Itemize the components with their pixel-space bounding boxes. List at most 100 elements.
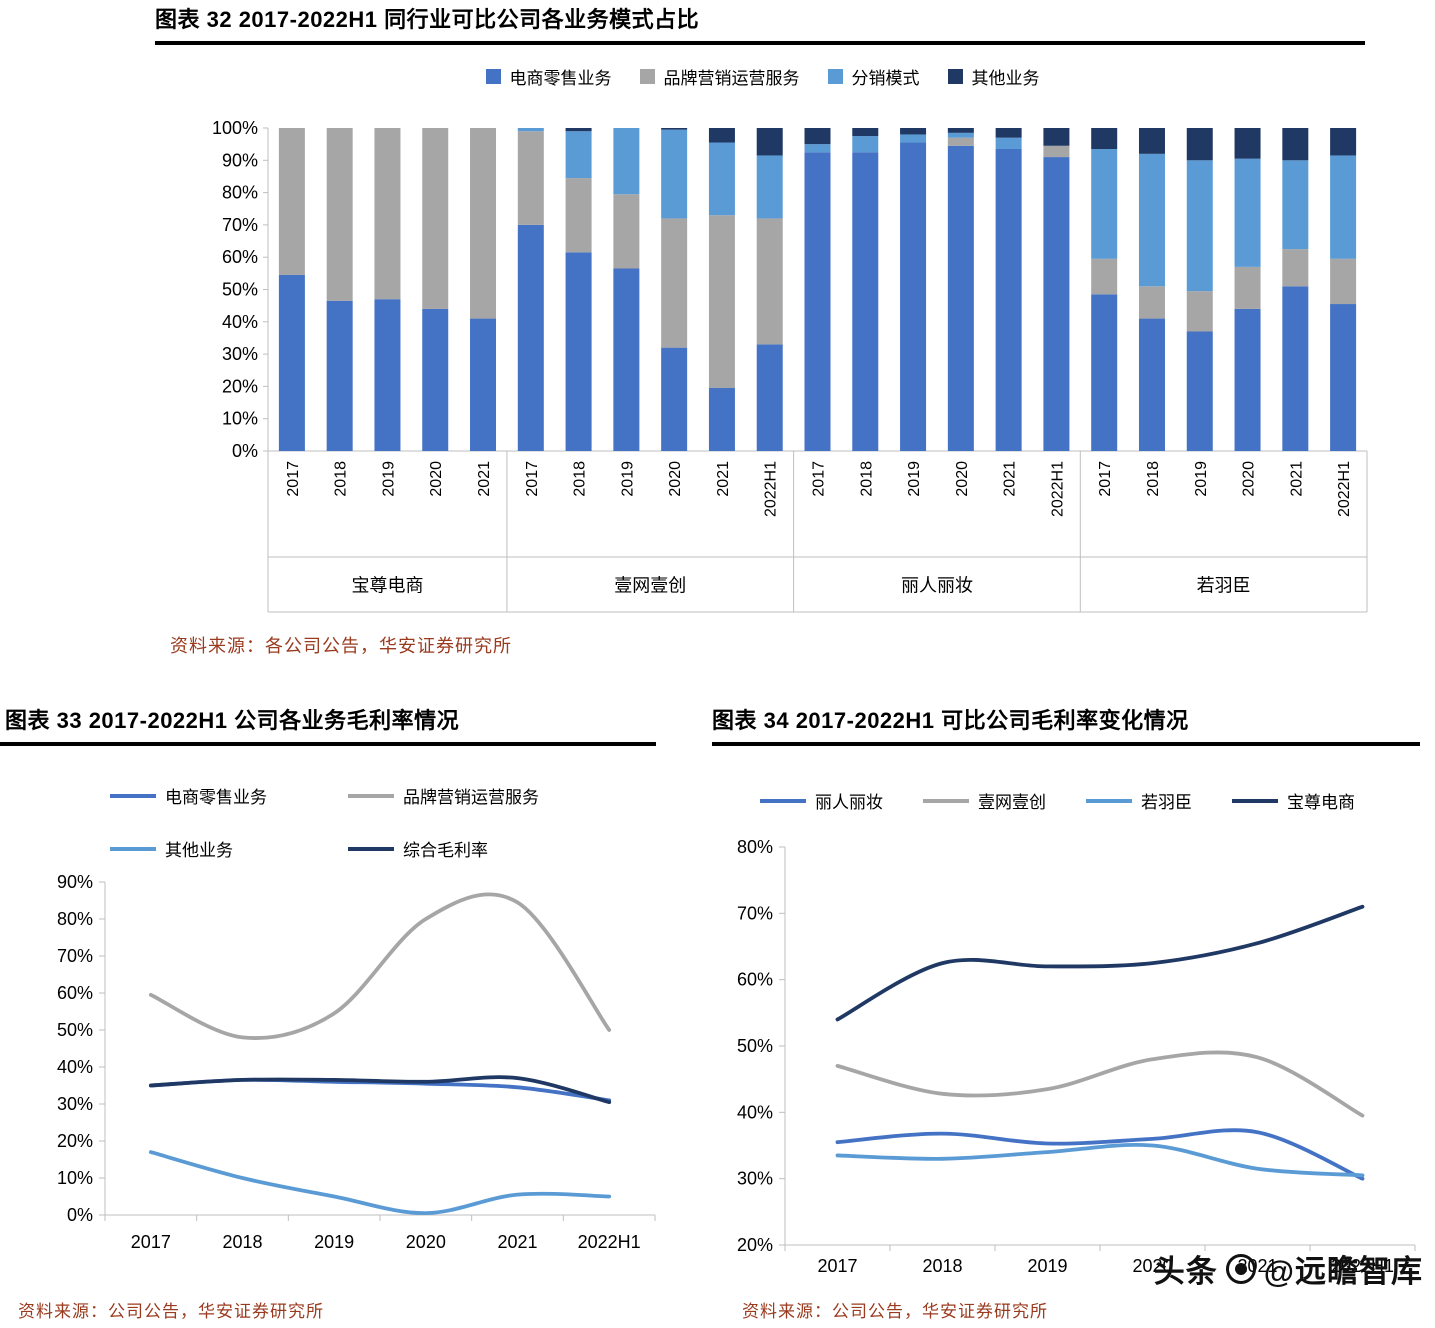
svg-text:2017: 2017: [817, 1256, 857, 1276]
svg-text:10%: 10%: [57, 1168, 93, 1188]
svg-text:80%: 80%: [57, 909, 93, 929]
legend-label: 壹网壹创: [978, 793, 1046, 812]
svg-text:2019: 2019: [619, 461, 636, 497]
svg-text:2019: 2019: [906, 461, 923, 497]
svg-text:30%: 30%: [737, 1169, 773, 1189]
svg-text:70%: 70%: [57, 946, 93, 966]
fig34-source: 资料来源：公司公告，华安证券研究所: [742, 1302, 1048, 1321]
svg-text:70%: 70%: [222, 215, 258, 235]
line-chart-margins: 0% 10% 20% 30% 40% 50% 60% 70% 80% 90% 2017 2018 201…: [57, 872, 656, 1252]
svg-text:80%: 80%: [222, 183, 258, 203]
svg-text:20%: 20%: [222, 376, 258, 396]
legend-item: 品牌营销运营服务: [348, 783, 608, 808]
legend-line-swatch: [110, 793, 156, 798]
legend-label: 宝尊电商: [1287, 793, 1355, 812]
svg-text:30%: 30%: [57, 1094, 93, 1114]
svg-text:2017: 2017: [131, 1232, 171, 1252]
svg-text:2019: 2019: [1027, 1256, 1067, 1276]
stacked-bar-chart: 0% 10% 20% 30% 40% 50% 60% 70% 80% 90% 100% 2017 201…: [212, 118, 1368, 613]
svg-text:70%: 70%: [737, 903, 773, 923]
svg-text:2021: 2021: [715, 461, 732, 497]
svg-text:2018: 2018: [333, 461, 350, 497]
fig32-title: 图表 32 2017-2022H1 同行业可比公司各业务模式占比: [155, 2, 1365, 45]
svg-text:2018: 2018: [222, 1232, 262, 1252]
svg-text:2021: 2021: [497, 1232, 537, 1252]
svg-text:40%: 40%: [737, 1102, 773, 1122]
watermark: 头条 @远瞻智库: [1154, 1246, 1423, 1291]
svg-text:2018: 2018: [1145, 461, 1162, 497]
legend-item: 丽人丽妆: [760, 788, 883, 813]
watermark-handle: @远瞻智库: [1263, 1254, 1423, 1289]
svg-text:80%: 80%: [737, 837, 773, 857]
svg-text:2018: 2018: [922, 1256, 962, 1276]
legend-swatch: [485, 69, 501, 84]
legend-line-swatch: [1232, 798, 1278, 803]
svg-text:50%: 50%: [222, 280, 258, 300]
svg-text:2021: 2021: [476, 461, 493, 497]
svg-text:若羽臣: 若羽臣: [1197, 576, 1251, 596]
fig32-legend: 电商零售业务 品牌营销运营服务 分销模式 其他业务: [155, 64, 1370, 89]
legend-item: 分销模式: [827, 64, 920, 89]
legend-swatch: [827, 69, 843, 84]
legend-item: 若羽臣: [1086, 788, 1192, 813]
fig34-legend: 丽人丽妆 壹网壹创 若羽臣 宝尊电商: [760, 788, 1355, 813]
legend-item: 其他业务: [110, 836, 348, 861]
legend-item: 其他业务: [947, 64, 1040, 89]
legend-swatch: [947, 69, 963, 84]
svg-text:30%: 30%: [222, 344, 258, 364]
zhanlan-logo-icon: [1225, 1253, 1256, 1284]
svg-text:90%: 90%: [222, 150, 258, 170]
legend-line-swatch: [348, 793, 394, 798]
legend-line-swatch: [1086, 798, 1132, 803]
svg-text:2017: 2017: [1097, 461, 1114, 497]
watermark-brand: 头条: [1153, 1254, 1218, 1289]
svg-text:100%: 100%: [212, 118, 258, 138]
svg-text:2020: 2020: [1132, 1256, 1172, 1276]
fig34-title: 图表 34 2017-2022H1 可比公司毛利率变化情况: [712, 703, 1420, 746]
legend-item: 电商零售业务: [110, 783, 348, 808]
svg-text:2019: 2019: [1193, 461, 1210, 497]
line-chart-peers: 20% 30% 40% 50% 60% 70% 80% 2017 2018 2019 2020 202…: [737, 837, 1416, 1276]
legend-label: 丽人丽妆: [815, 793, 883, 812]
svg-text:20%: 20%: [57, 1131, 93, 1151]
svg-text:2021: 2021: [1002, 461, 1019, 497]
svg-text:2022H1: 2022H1: [763, 461, 780, 517]
legend-label: 品牌营销运营服务: [663, 69, 800, 88]
svg-text:90%: 90%: [57, 872, 93, 892]
svg-text:宝尊电商: 宝尊电商: [351, 576, 423, 596]
legend-label: 综合毛利率: [403, 841, 488, 860]
legend-line-swatch: [348, 846, 394, 851]
svg-text:2020: 2020: [428, 461, 445, 497]
legend-label: 电商零售业务: [165, 788, 267, 807]
svg-text:2018: 2018: [858, 461, 875, 497]
svg-text:60%: 60%: [737, 970, 773, 990]
svg-text:2019: 2019: [380, 461, 397, 497]
svg-text:40%: 40%: [57, 1057, 93, 1077]
svg-text:2022H1: 2022H1: [578, 1232, 641, 1252]
svg-text:2017: 2017: [524, 461, 541, 497]
svg-text:壹网壹创: 壹网壹创: [614, 576, 686, 596]
legend-label: 其他业务: [165, 841, 233, 860]
svg-text:2020: 2020: [667, 461, 684, 497]
svg-text:10%: 10%: [222, 409, 258, 429]
svg-text:2020: 2020: [406, 1232, 446, 1252]
legend-label: 品牌营销运营服务: [403, 788, 539, 807]
svg-text:20%: 20%: [737, 1235, 773, 1255]
svg-text:2020: 2020: [1241, 461, 1258, 497]
legend-line-swatch: [760, 798, 806, 803]
legend-item: 电商零售业务: [485, 64, 612, 89]
legend-item: 宝尊电商: [1232, 788, 1355, 813]
legend-item: 壹网壹创: [923, 788, 1046, 813]
legend-item: 品牌营销运营服务: [639, 64, 800, 89]
fig33-title: 图表 33 2017-2022H1 公司各业务毛利率情况: [0, 703, 656, 746]
legend-label: 其他业务: [971, 69, 1040, 88]
fig32-source: 资料来源：各公司公告，华安证券研究所: [170, 636, 512, 656]
legend-line-swatch: [923, 798, 969, 803]
svg-text:60%: 60%: [222, 247, 258, 267]
svg-text:60%: 60%: [57, 983, 93, 1003]
legend-label: 分销模式: [851, 69, 920, 88]
legend-label: 若羽臣: [1141, 793, 1192, 812]
svg-text:2017: 2017: [811, 461, 828, 497]
legend-swatch: [639, 69, 655, 84]
svg-text:2017: 2017: [285, 461, 302, 497]
